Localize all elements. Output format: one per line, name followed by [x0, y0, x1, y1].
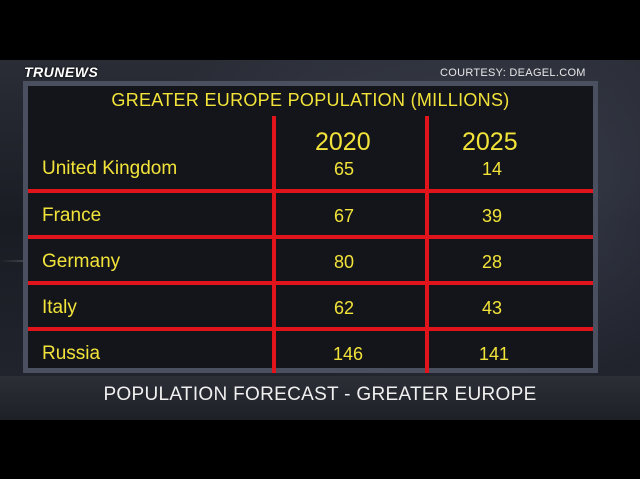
- lower-third-caption: POPULATION FORECAST - GREATER EUROPE: [103, 384, 537, 405]
- grid-hline: [28, 189, 593, 193]
- country-label: United Kingdom: [42, 158, 178, 179]
- value-2020: 67: [333, 206, 355, 226]
- logo-part-2: NEWS: [54, 64, 99, 80]
- country-label: Italy: [42, 297, 77, 318]
- value-2025: 43: [481, 298, 503, 318]
- value-2020: 65: [333, 159, 355, 179]
- population-table: GREATER EUROPE POPULATION (MILLIONS) 202…: [23, 81, 598, 373]
- value-2025: 141: [478, 344, 510, 364]
- year-header-2025: 2025: [462, 128, 518, 156]
- grid-hline: [28, 235, 593, 239]
- grid-vline: [272, 116, 276, 373]
- table-title: GREATER EUROPE POPULATION (MILLIONS): [111, 90, 510, 110]
- country-label: France: [42, 205, 102, 226]
- value-2025: 28: [481, 252, 503, 272]
- value-2025: 39: [481, 206, 503, 226]
- courtesy-credit: COURTESY: DEAGEL.COM: [440, 67, 586, 79]
- year-header-2020: 2020: [315, 128, 371, 156]
- video-frame: TRUNEWS COURTESY: DEAGEL.COM GREATER EUR…: [0, 60, 640, 420]
- grid-vline: [425, 116, 429, 373]
- value-2025: 14: [481, 159, 503, 179]
- grid-hline: [28, 281, 593, 285]
- value-2020: 62: [333, 298, 355, 318]
- country-label: Germany: [42, 251, 121, 272]
- logo-part-1: TRU: [24, 64, 55, 80]
- value-2020: 146: [332, 344, 364, 364]
- grid-hline: [28, 327, 593, 331]
- trunews-logo: TRUNEWS: [24, 64, 98, 80]
- country-label: Russia: [42, 343, 101, 364]
- value-2020: 80: [333, 252, 355, 272]
- lower-third-bar: [0, 376, 640, 420]
